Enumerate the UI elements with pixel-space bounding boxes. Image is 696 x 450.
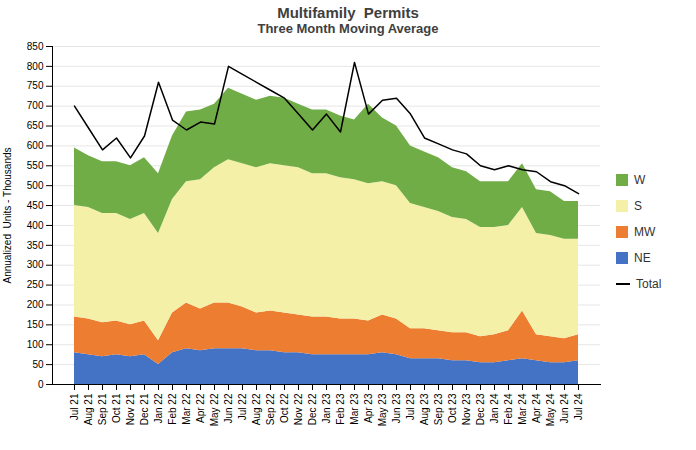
svg-text:500: 500 bbox=[27, 180, 44, 191]
svg-text:Mar 24: Mar 24 bbox=[517, 393, 528, 425]
svg-text:400: 400 bbox=[27, 220, 44, 231]
svg-text:Nov 21: Nov 21 bbox=[125, 393, 136, 425]
svg-text:Apr 23: Apr 23 bbox=[363, 393, 374, 423]
svg-text:Mar 23: Mar 23 bbox=[349, 393, 360, 425]
svg-text:Aug 21: Aug 21 bbox=[83, 393, 94, 425]
svg-text:Jan 24: Jan 24 bbox=[489, 393, 500, 423]
svg-text:200: 200 bbox=[27, 299, 44, 310]
svg-text:Oct 23: Oct 23 bbox=[447, 393, 458, 423]
svg-text:600: 600 bbox=[27, 140, 44, 151]
html-text:MW: MW bbox=[634, 225, 656, 239]
svg-text:0: 0 bbox=[38, 379, 44, 390]
svg-text:Aug 22: Aug 22 bbox=[251, 393, 262, 425]
svg-text:Dec 23: Dec 23 bbox=[475, 393, 486, 425]
svg-text:Jul 23: Jul 23 bbox=[405, 393, 416, 420]
svg-text:Apr 24: Apr 24 bbox=[531, 393, 542, 423]
svg-text:850: 850 bbox=[27, 41, 44, 52]
svg-text:250: 250 bbox=[27, 279, 44, 290]
svg-text:700: 700 bbox=[27, 100, 44, 111]
html-text:NE: NE bbox=[634, 251, 651, 265]
svg-text:Apr 22: Apr 22 bbox=[195, 393, 206, 423]
html-text:W: W bbox=[634, 173, 646, 187]
svg-text:100: 100 bbox=[27, 339, 44, 350]
svg-text:50: 50 bbox=[32, 359, 44, 370]
svg-text:Sep 21: Sep 21 bbox=[97, 393, 108, 425]
svg-text:Aug 23: Aug 23 bbox=[419, 393, 430, 425]
svg-text:550: 550 bbox=[27, 160, 44, 171]
svg-text:Jul 24: Jul 24 bbox=[573, 393, 584, 420]
svg-text:Sep 22: Sep 22 bbox=[265, 393, 276, 425]
svg-text:Sep 23: Sep 23 bbox=[433, 393, 444, 425]
svg-text:Jun 23: Jun 23 bbox=[391, 393, 402, 423]
svg-text:Annualized Units - Thousands: Annualized Units - Thousands bbox=[2, 147, 13, 283]
svg-text:450: 450 bbox=[27, 200, 44, 211]
svg-text:May 24: May 24 bbox=[545, 393, 556, 426]
svg-text:150: 150 bbox=[27, 319, 44, 330]
svg-text:Dec 22: Dec 22 bbox=[307, 393, 318, 425]
html-text:Total: Total bbox=[636, 277, 662, 291]
html-text:S: S bbox=[634, 199, 642, 213]
svg-text:Feb 24: Feb 24 bbox=[503, 393, 514, 425]
svg-text:Oct 22: Oct 22 bbox=[279, 393, 290, 423]
svg-text:750: 750 bbox=[27, 80, 44, 91]
svg-text:350: 350 bbox=[27, 240, 44, 251]
svg-text:300: 300 bbox=[27, 259, 44, 270]
svg-text:650: 650 bbox=[27, 120, 44, 131]
svg-text:Jan 23: Jan 23 bbox=[321, 393, 332, 423]
svg-text:Jul 22: Jul 22 bbox=[237, 393, 248, 420]
svg-text:Nov 22: Nov 22 bbox=[293, 393, 304, 425]
svg-text:Mar 22: Mar 22 bbox=[181, 393, 192, 425]
svg-text:Feb 22: Feb 22 bbox=[167, 393, 178, 425]
svg-text:Nov 23: Nov 23 bbox=[461, 393, 472, 425]
svg-text:Jun 22: Jun 22 bbox=[223, 393, 234, 423]
svg-text:Jan 22: Jan 22 bbox=[153, 393, 164, 423]
svg-text:Dec 21: Dec 21 bbox=[139, 393, 150, 425]
svg-text:May 22: May 22 bbox=[209, 393, 220, 426]
svg-text:May 23: May 23 bbox=[377, 393, 388, 426]
html-text:Multifamily Permits: Multifamily Permits bbox=[277, 4, 419, 21]
svg-text:Feb 23: Feb 23 bbox=[335, 393, 346, 425]
svg-text:Jun 24: Jun 24 bbox=[559, 393, 570, 423]
svg-text:Oct 21: Oct 21 bbox=[111, 393, 122, 423]
html-text:Three Month Moving Average: Three Month Moving Average bbox=[257, 21, 439, 36]
svg-text:800: 800 bbox=[27, 61, 44, 72]
svg-text:Jul 21: Jul 21 bbox=[69, 393, 80, 420]
